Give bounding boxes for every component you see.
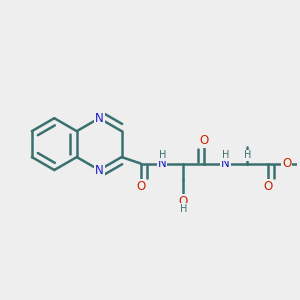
Text: N: N: [95, 112, 103, 125]
Text: O: O: [200, 134, 209, 147]
Text: N: N: [95, 164, 103, 176]
Text: N: N: [221, 157, 230, 170]
Text: O: O: [136, 180, 145, 193]
Text: H: H: [158, 150, 166, 160]
Text: H: H: [222, 150, 230, 160]
Text: N: N: [158, 157, 166, 170]
Text: O: O: [178, 195, 188, 208]
Text: H: H: [180, 204, 187, 214]
Text: O: O: [263, 180, 272, 193]
Text: O: O: [282, 157, 291, 170]
Text: H: H: [244, 150, 251, 160]
